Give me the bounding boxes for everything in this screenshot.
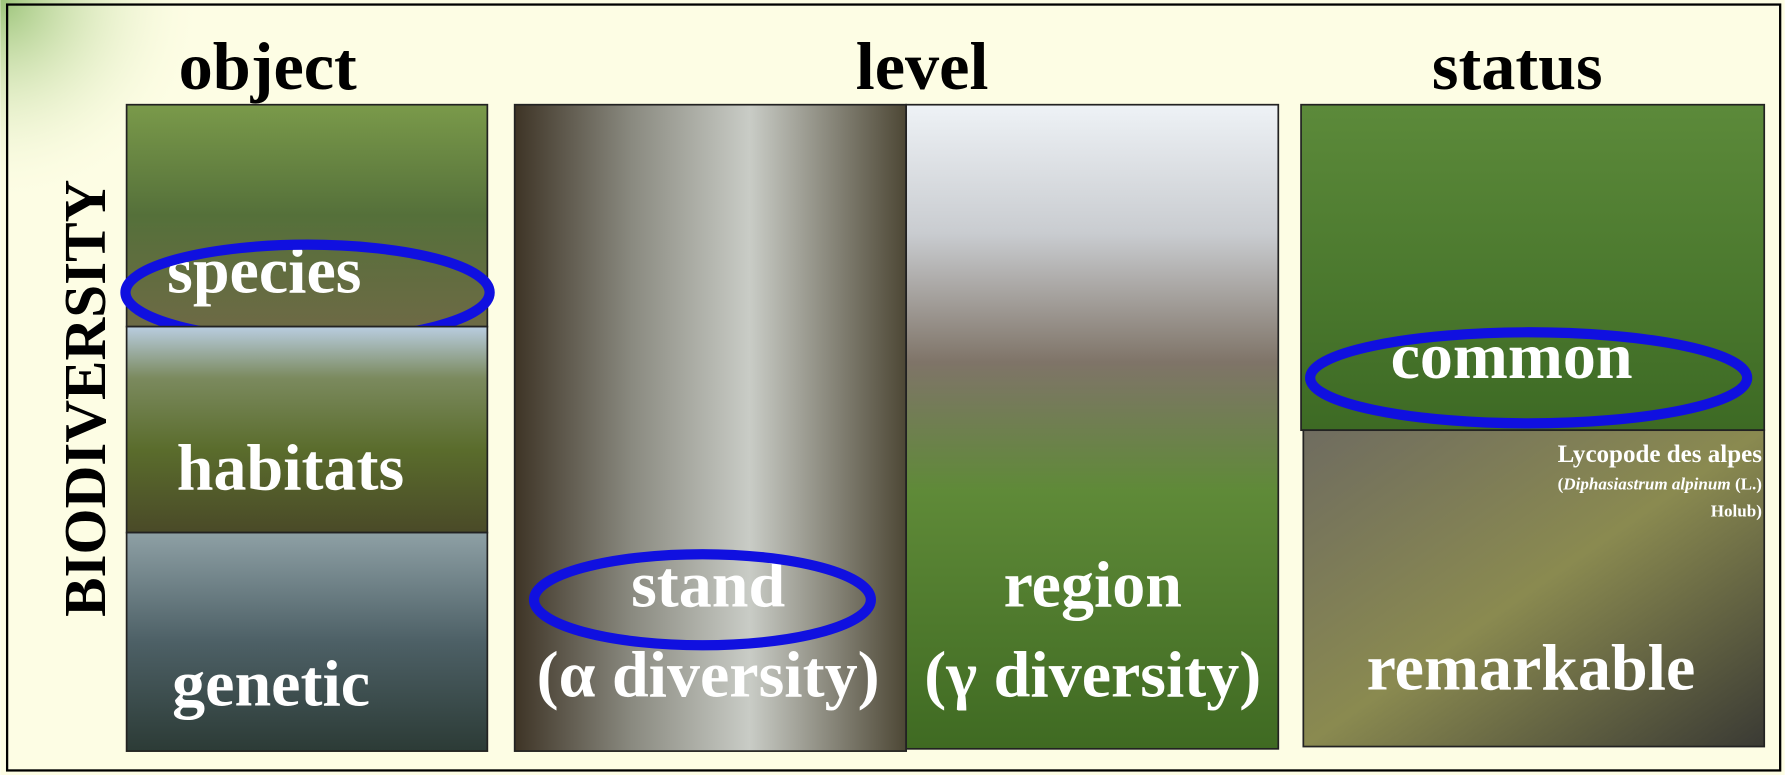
panel-label: genetic — [172, 648, 370, 721]
column-title: status — [1432, 28, 1603, 104]
panel-label: remarkable — [1367, 632, 1696, 705]
photo-caption: Lycopode des alpes — [1558, 441, 1763, 468]
content: objectspecieshabitatsgeneticlevelstand(α… — [125, 28, 1764, 751]
panel-label: (γ diversity) — [924, 638, 1261, 711]
page: BIODIVERSITY objectspecieshabitatsgeneti… — [0, 0, 1785, 775]
panel-label: habitats — [177, 431, 404, 504]
caption-part: Holub) — [1711, 502, 1762, 521]
photo-caption: (Diphasiastrum alpinum (L.) — [1558, 474, 1762, 493]
caption-part: Lycopode des alpes — [1558, 441, 1763, 468]
panel-label: region — [1004, 549, 1182, 622]
column-title: level — [856, 28, 989, 104]
caption-part: (L.) — [1731, 474, 1762, 493]
photo-caption: Holub) — [1711, 502, 1762, 521]
side-label: BIODIVERSITY — [52, 180, 118, 617]
slide: BIODIVERSITY objectspecieshabitatsgeneti… — [0, 0, 1785, 775]
column-title: object — [179, 28, 357, 104]
caption-part: Diphasiastrum alpinum — [1562, 474, 1730, 493]
